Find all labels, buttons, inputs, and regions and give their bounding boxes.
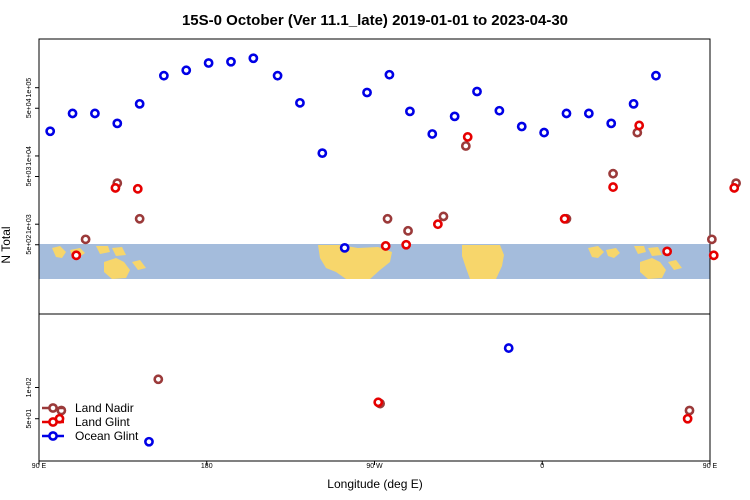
land-glint-point: [708, 250, 719, 261]
land-glint-point: [432, 219, 443, 230]
x-tick-label: 0: [540, 463, 544, 470]
data-points: [45, 53, 741, 447]
ocean-glint-point: [45, 126, 56, 137]
land-masses: [52, 245, 682, 279]
land-glint-point: [559, 213, 570, 224]
ocean-glint-point: [295, 97, 305, 108]
y-tick-label: 1e+02: [26, 378, 33, 398]
ocean-glint-point: [272, 70, 283, 81]
legend-marker: [48, 431, 58, 441]
x-tick-label: 90 E: [32, 463, 47, 470]
land-nadir-point: [684, 405, 695, 416]
ocean-glint-point: [583, 108, 594, 119]
ocean-glint-point: [651, 70, 661, 81]
land-glint-point: [110, 183, 121, 193]
y-tick-label: 1e+05: [26, 78, 33, 98]
y-tick-label: 5e+01: [26, 409, 33, 429]
y-axis-lower: 5e+01 1e+02: [26, 378, 39, 429]
y-tick-label: 5e+03: [26, 167, 33, 187]
ocean-glint-point: [112, 118, 123, 129]
ocean-glint-point: [472, 86, 482, 97]
ocean-glint-point: [248, 53, 259, 64]
land-glint-point: [401, 239, 412, 250]
legend-marker: [48, 403, 58, 413]
ocean-glint-point: [158, 70, 169, 81]
land-glint-point: [682, 413, 693, 424]
land-glint-point: [662, 246, 673, 257]
ocean-glint-point: [494, 105, 505, 116]
y-axis-label: N Total: [0, 226, 13, 263]
ocean-glint-point: [561, 108, 572, 119]
land-glint-point: [462, 132, 473, 142]
ocean-glint-point: [181, 65, 192, 76]
x-axis-label: Longitude (deg E): [327, 477, 422, 491]
ocean-glint-point: [628, 98, 639, 109]
ocean-glint-point: [384, 69, 395, 80]
ocean-glint-point: [405, 106, 415, 117]
ocean-glint-point: [339, 242, 350, 253]
ocean-glint-point: [203, 58, 214, 68]
ocean-glint-point: [539, 127, 550, 138]
land-glint-point: [608, 182, 618, 192]
ocean-glint-point: [606, 118, 617, 129]
land-glint-point: [380, 241, 391, 251]
land-nadir-point: [80, 234, 91, 245]
y-tick-label: 5e+04: [26, 98, 33, 118]
legend-label: Land Nadir: [75, 401, 134, 415]
y-tick-label: 5e+02: [26, 235, 33, 255]
x-tick-label: 90 W: [366, 463, 383, 470]
land-nadir-point: [403, 225, 413, 236]
land-nadir-point: [382, 213, 393, 224]
world-map-strip: [39, 244, 710, 279]
land-glint-point: [71, 250, 82, 261]
x-tick-label: 180: [201, 463, 213, 470]
land-nadir-point: [460, 141, 471, 151]
ocean-glint-point: [134, 98, 145, 109]
ocean-glint-point: [90, 108, 100, 119]
y-tick-label: 1e+03: [26, 214, 33, 234]
land-nadir-point: [706, 234, 717, 245]
ocean-glint-point: [67, 108, 78, 119]
ocean-glint-point: [144, 436, 154, 447]
land-nadir-point: [134, 213, 145, 224]
ocean-glint-point: [503, 343, 514, 353]
ocean-glint-point: [427, 129, 438, 139]
x-tick-label: 90 E: [703, 463, 718, 470]
x-axis: 90 E 180 90 W 0 90 E: [32, 461, 718, 470]
legend-label: Ocean Glint: [75, 429, 139, 443]
legend-label: Land Glint: [75, 415, 130, 429]
land-glint-point: [373, 397, 384, 408]
chart-title: 15S-0 October (Ver 11.1_late) 2019-01-01…: [182, 12, 568, 29]
ocean-glint-point: [226, 56, 236, 67]
land-nadir-point: [438, 211, 449, 222]
land-nadir-point: [608, 168, 618, 179]
ocean-glint-point: [516, 121, 527, 132]
land-nadir-point: [153, 374, 164, 385]
ocean-glint-point: [317, 148, 328, 159]
land-glint-point: [132, 183, 143, 194]
land-glint-point: [634, 120, 645, 131]
y-tick-label: 1e+04: [26, 146, 33, 166]
land-glint-point: [729, 183, 740, 193]
legend-marker: [48, 417, 58, 427]
ocean-glint-point: [449, 111, 460, 122]
ocean-glint-point: [362, 87, 372, 98]
